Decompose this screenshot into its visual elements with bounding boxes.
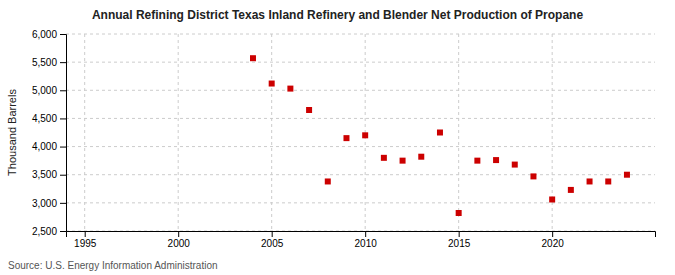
chart: 1995 2000 2005 2010 2015 2020 2,500 3,000 3,500 4… (0, 0, 675, 275)
x-tick-mark (178, 231, 179, 237)
grid-line (458, 34, 459, 231)
point (306, 107, 312, 113)
y-tick: 6,000 (32, 29, 66, 40)
point (437, 130, 443, 136)
y-tick-label: 5,500 (32, 57, 57, 68)
point (287, 86, 293, 92)
x-tick-mark (85, 231, 86, 237)
point (568, 187, 574, 193)
source: Source: U.S. Energy Information Administ… (8, 260, 218, 271)
y-tick-mark (60, 34, 66, 35)
plot-area (250, 55, 630, 216)
grid-line (66, 34, 655, 35)
x-tick-mark (272, 231, 273, 237)
grid-line (66, 174, 655, 175)
point (325, 178, 331, 184)
grid-line (66, 146, 655, 147)
x-tick: 2020 (542, 231, 565, 249)
y-tick-mark (60, 147, 66, 148)
point (624, 172, 630, 178)
point (269, 81, 275, 87)
y-tick-label: 4,000 (32, 141, 57, 152)
grid-line (66, 118, 655, 119)
point (456, 210, 462, 216)
point (362, 132, 368, 138)
y-tick-mark (60, 203, 66, 204)
point (549, 196, 555, 202)
y-tick: 5,500 (32, 57, 66, 68)
point (250, 55, 256, 61)
y-tick-label: 5,000 (32, 85, 57, 96)
point (605, 178, 611, 184)
grid-line (178, 34, 179, 231)
x-tick: 1995 (74, 231, 97, 249)
y-tick-label: 2,500 (32, 226, 57, 237)
y-tick-label: 3,000 (32, 198, 57, 209)
point (343, 135, 349, 141)
x-tick-label: 2010 (355, 238, 378, 249)
title: Annual Refining District Texas Inland Re… (92, 8, 584, 22)
x-tick-mark (552, 231, 553, 237)
grid-line (66, 202, 655, 203)
point (381, 155, 387, 161)
point (493, 157, 499, 163)
x-tick-label: 1995 (74, 238, 97, 249)
y-tick: 2,500 (32, 226, 66, 237)
y-tick-label: 6,000 (32, 29, 57, 40)
x-tick: 2005 (261, 231, 284, 249)
grid-line (271, 34, 272, 231)
point (400, 158, 406, 164)
y-tick: 3,000 (32, 198, 66, 209)
point (587, 178, 593, 184)
grid (66, 34, 655, 231)
point (474, 158, 480, 164)
y-tick-mark (60, 175, 66, 176)
x-tick-label: 2020 (542, 238, 565, 249)
x-tick: 2010 (355, 231, 378, 249)
y-tick-label: 4,500 (32, 113, 57, 124)
x-tick-label: 2015 (448, 238, 471, 249)
x-axis: 1995 2000 2005 2010 2015 2020 (67, 231, 656, 249)
point (512, 162, 518, 168)
y-tick-mark (60, 118, 66, 119)
x-tick: 2015 (448, 231, 471, 249)
y-axis-line (60, 35, 67, 232)
y-tick: 5,000 (32, 85, 66, 96)
y-tick: 4,000 (32, 141, 66, 152)
x-tick-label: 2000 (168, 238, 191, 249)
grid-line (66, 90, 655, 91)
point (418, 154, 424, 160)
y-axis-title: Thousand Barrels (6, 89, 18, 176)
y-tick: 3,500 (32, 169, 66, 180)
x-tick-mark (459, 231, 460, 237)
x-axis-line (67, 232, 656, 238)
y-tick-mark (60, 90, 66, 91)
y-tick: 4,500 (32, 113, 66, 124)
x-tick-label: 2005 (261, 238, 284, 249)
x-tick-mark (365, 231, 366, 237)
y-tick-label: 3,500 (32, 169, 57, 180)
grid-line (84, 34, 85, 231)
y-tick-mark (60, 62, 66, 63)
x-tick: 2000 (168, 231, 191, 249)
y-tick-mark (60, 231, 66, 232)
point (530, 173, 536, 179)
grid-line (66, 62, 655, 63)
y-axis: 2,500 3,000 3,500 4,000 4,500 5,000 5,500 6,000 (32, 29, 67, 237)
